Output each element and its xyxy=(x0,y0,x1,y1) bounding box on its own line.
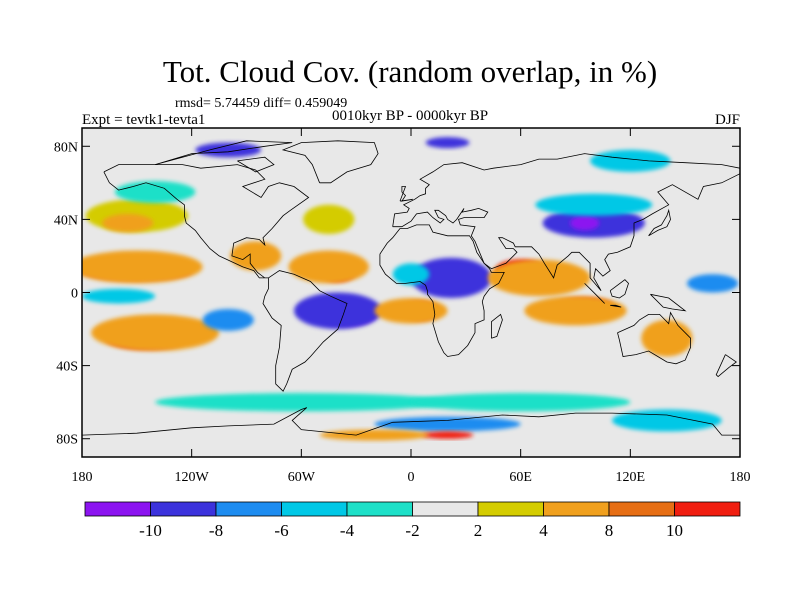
colorbar-swatch xyxy=(281,501,348,517)
colorbar: -10 -8 -6 -4 -2 2 4 8 10 xyxy=(84,501,741,540)
coastline-8 xyxy=(399,186,413,202)
coastline-5 xyxy=(379,224,505,357)
region-n-atlantic-yellow xyxy=(303,204,355,235)
coastline-16 xyxy=(154,140,293,165)
region-indian-ocean-orange xyxy=(487,259,591,297)
region-southern-ocean-cyan xyxy=(155,393,448,412)
period-label: 0010kyr BP - 0000kyr BP xyxy=(332,108,488,124)
coastline-12 xyxy=(609,279,629,299)
region-southern-ocean-cyan-2 xyxy=(411,393,631,412)
region-ne-pacific-cyan xyxy=(114,181,196,203)
region-asia-purple xyxy=(570,215,600,231)
colorbar-label: -6 xyxy=(274,521,288,540)
colorbar-label: -8 xyxy=(209,521,223,540)
colorbar-swatch xyxy=(150,501,217,517)
colorbar-swatch xyxy=(215,501,282,517)
region-central-america-orange xyxy=(230,241,282,271)
coastline-15 xyxy=(82,407,740,436)
season-label: DJF xyxy=(715,112,740,128)
latitude-axis: 80N 40N 0 40S 80S xyxy=(54,140,740,448)
colorbar-swatch xyxy=(412,501,479,517)
region-africa-blue xyxy=(411,257,492,298)
colorbar-label: 2 xyxy=(474,521,483,540)
region-atlantic-orange xyxy=(288,250,369,284)
lon-tick-label: 180 xyxy=(72,470,93,485)
region-asia-cyan xyxy=(535,193,653,216)
region-w-africa-cyan xyxy=(392,263,430,286)
map-panel: 80N 40N 0 40S 80S 180 120W 60W 0 60E 120E 180 xyxy=(54,127,751,485)
region-trop-pacific-orange xyxy=(82,250,203,284)
lon-tick-label: 60W xyxy=(288,470,316,485)
coastline-14 xyxy=(715,354,737,378)
longitude-axis: 180 120W 60W 0 60E 120E 180 xyxy=(72,128,751,485)
coastlines xyxy=(82,140,740,436)
region-w-pacific-blue xyxy=(686,274,739,293)
region-antarctic-red xyxy=(421,431,474,439)
colorbar-label: 4 xyxy=(539,521,548,540)
lon-tick-label: 180 xyxy=(730,470,751,485)
coastline-3 xyxy=(392,153,740,227)
coastline-2 xyxy=(281,140,379,184)
coastline-7 xyxy=(491,313,503,339)
coastline-9 xyxy=(648,208,671,237)
region-eq-pacific-cyan xyxy=(82,288,156,304)
colorbar-label: -2 xyxy=(405,521,419,540)
coastline-13 xyxy=(650,293,687,312)
anomaly-field xyxy=(82,137,739,441)
colorbar-swatch xyxy=(608,501,675,517)
colorbar-label: 10 xyxy=(666,521,683,540)
region-arctic-blue xyxy=(195,142,262,158)
region-antarctic-blue xyxy=(374,416,521,432)
map-title: Tot. Cloud Cov. (random overlap, in %) xyxy=(163,54,657,89)
lon-tick-label: 0 xyxy=(408,470,415,485)
stats-label: rmsd= 5.74459 diff= 0.459049 xyxy=(175,96,347,111)
region-s-indian-orange xyxy=(524,296,627,326)
coastline-4 xyxy=(392,173,740,291)
coastline-6 xyxy=(617,311,691,365)
coastline-10 xyxy=(584,283,605,304)
region-australia-orange xyxy=(641,319,693,357)
lat-tick-label: 40N xyxy=(54,213,78,228)
coastline-17 xyxy=(237,156,275,173)
lon-tick-label: 120W xyxy=(175,470,210,485)
lon-tick-label: 60E xyxy=(509,470,532,485)
lon-tick-label: 120E xyxy=(616,470,646,485)
lat-tick-label: 80S xyxy=(56,433,78,448)
colorbar-swatch xyxy=(346,501,413,517)
colorbar-label: -4 xyxy=(340,521,355,540)
lat-tick-label: 0 xyxy=(71,287,78,302)
region-antarctic-cyan xyxy=(612,409,722,432)
colorbar-label: -10 xyxy=(139,521,162,540)
coastline-11 xyxy=(610,304,622,308)
region-s-america-blue xyxy=(294,292,382,330)
region-n-pacific-orange xyxy=(102,213,154,233)
region-antarctic-orange xyxy=(319,429,430,441)
lat-tick-label: 40S xyxy=(56,360,78,375)
colorbar-label: 8 xyxy=(605,521,614,540)
coastline-1 xyxy=(262,270,348,392)
coastline-0 xyxy=(103,164,310,279)
colorbar-swatch xyxy=(84,501,151,517)
region-e-pacific-blue xyxy=(202,308,254,331)
region-s-pacific-orange xyxy=(91,314,220,351)
region-siberia-cyan xyxy=(590,149,671,172)
colorbar-swatch xyxy=(543,501,610,517)
colorbar-swatch xyxy=(477,501,544,517)
lat-tick-label: 80N xyxy=(54,140,78,155)
colorbar-swatch xyxy=(674,501,741,517)
region-s-atlantic-orange xyxy=(374,297,448,324)
experiment-label: Expt = tevtk1-tevta1 xyxy=(82,112,205,128)
region-arctic-blue-2 xyxy=(425,137,470,149)
